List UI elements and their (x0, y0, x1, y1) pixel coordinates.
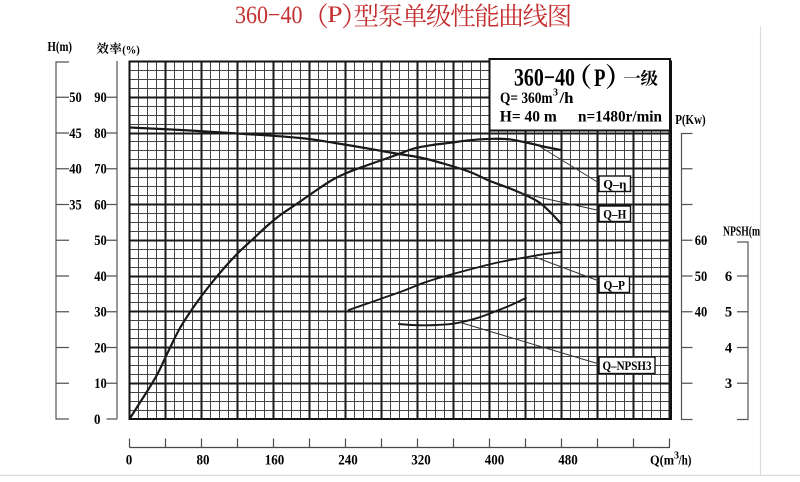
svg-text:240: 240 (338, 452, 358, 468)
svg-text:360−40: 360−40 (514, 65, 575, 92)
svg-text:H(m): H(m) (48, 40, 73, 55)
svg-text:30: 30 (94, 305, 107, 321)
svg-text:P: P (594, 63, 606, 92)
svg-text:3: 3 (725, 376, 732, 392)
svg-text:Q–η: Q–η (603, 177, 626, 192)
svg-text:35: 35 (69, 197, 82, 213)
svg-text:50: 50 (695, 269, 708, 285)
svg-text:360−40: 360−40 (235, 0, 303, 29)
svg-text:40: 40 (94, 269, 107, 285)
svg-text:NPSH(m: NPSH(m (723, 225, 760, 240)
svg-text:10: 10 (94, 376, 107, 392)
svg-text:/h: /h (558, 90, 573, 107)
svg-text:Q–NPSH3: Q–NPSH3 (603, 358, 652, 373)
svg-text:40: 40 (69, 162, 82, 178)
svg-text:3: 3 (553, 88, 558, 99)
svg-text:n=1480r/min: n=1480r/min (578, 109, 662, 126)
svg-text:90: 90 (94, 90, 107, 106)
svg-text:50: 50 (94, 233, 107, 249)
svg-text:3: 3 (674, 451, 679, 462)
svg-text:80: 80 (197, 452, 210, 468)
svg-text:20: 20 (94, 340, 107, 356)
svg-text:/h): /h) (678, 453, 692, 468)
svg-text:4: 4 (725, 340, 732, 356)
svg-text:0: 0 (94, 412, 101, 428)
svg-text:160: 160 (265, 452, 285, 468)
svg-text:0: 0 (126, 452, 133, 468)
svg-text:70: 70 (94, 162, 107, 178)
svg-text:P: P (327, 2, 343, 28)
svg-text:Q(m: Q(m (650, 453, 674, 468)
svg-text:Q–H: Q–H (603, 207, 626, 222)
svg-text:(%): (%) (122, 43, 140, 57)
svg-text:H= 40 m: H= 40 m (500, 108, 557, 125)
svg-text:P(Kw): P(Kw) (675, 113, 706, 128)
svg-text:6: 6 (725, 269, 732, 285)
svg-text:60: 60 (94, 197, 107, 213)
svg-text:Q–P: Q–P (603, 277, 625, 292)
svg-text:45: 45 (69, 126, 82, 142)
svg-text:320: 320 (411, 452, 431, 468)
svg-text:80: 80 (94, 126, 107, 142)
svg-text:60: 60 (695, 233, 708, 249)
svg-text:480: 480 (558, 452, 578, 468)
svg-text:400: 400 (485, 452, 505, 468)
svg-text:5: 5 (725, 305, 732, 321)
svg-text:Q= 360m: Q= 360m (500, 90, 553, 107)
svg-text:40: 40 (695, 305, 708, 321)
svg-text:50: 50 (69, 90, 82, 106)
